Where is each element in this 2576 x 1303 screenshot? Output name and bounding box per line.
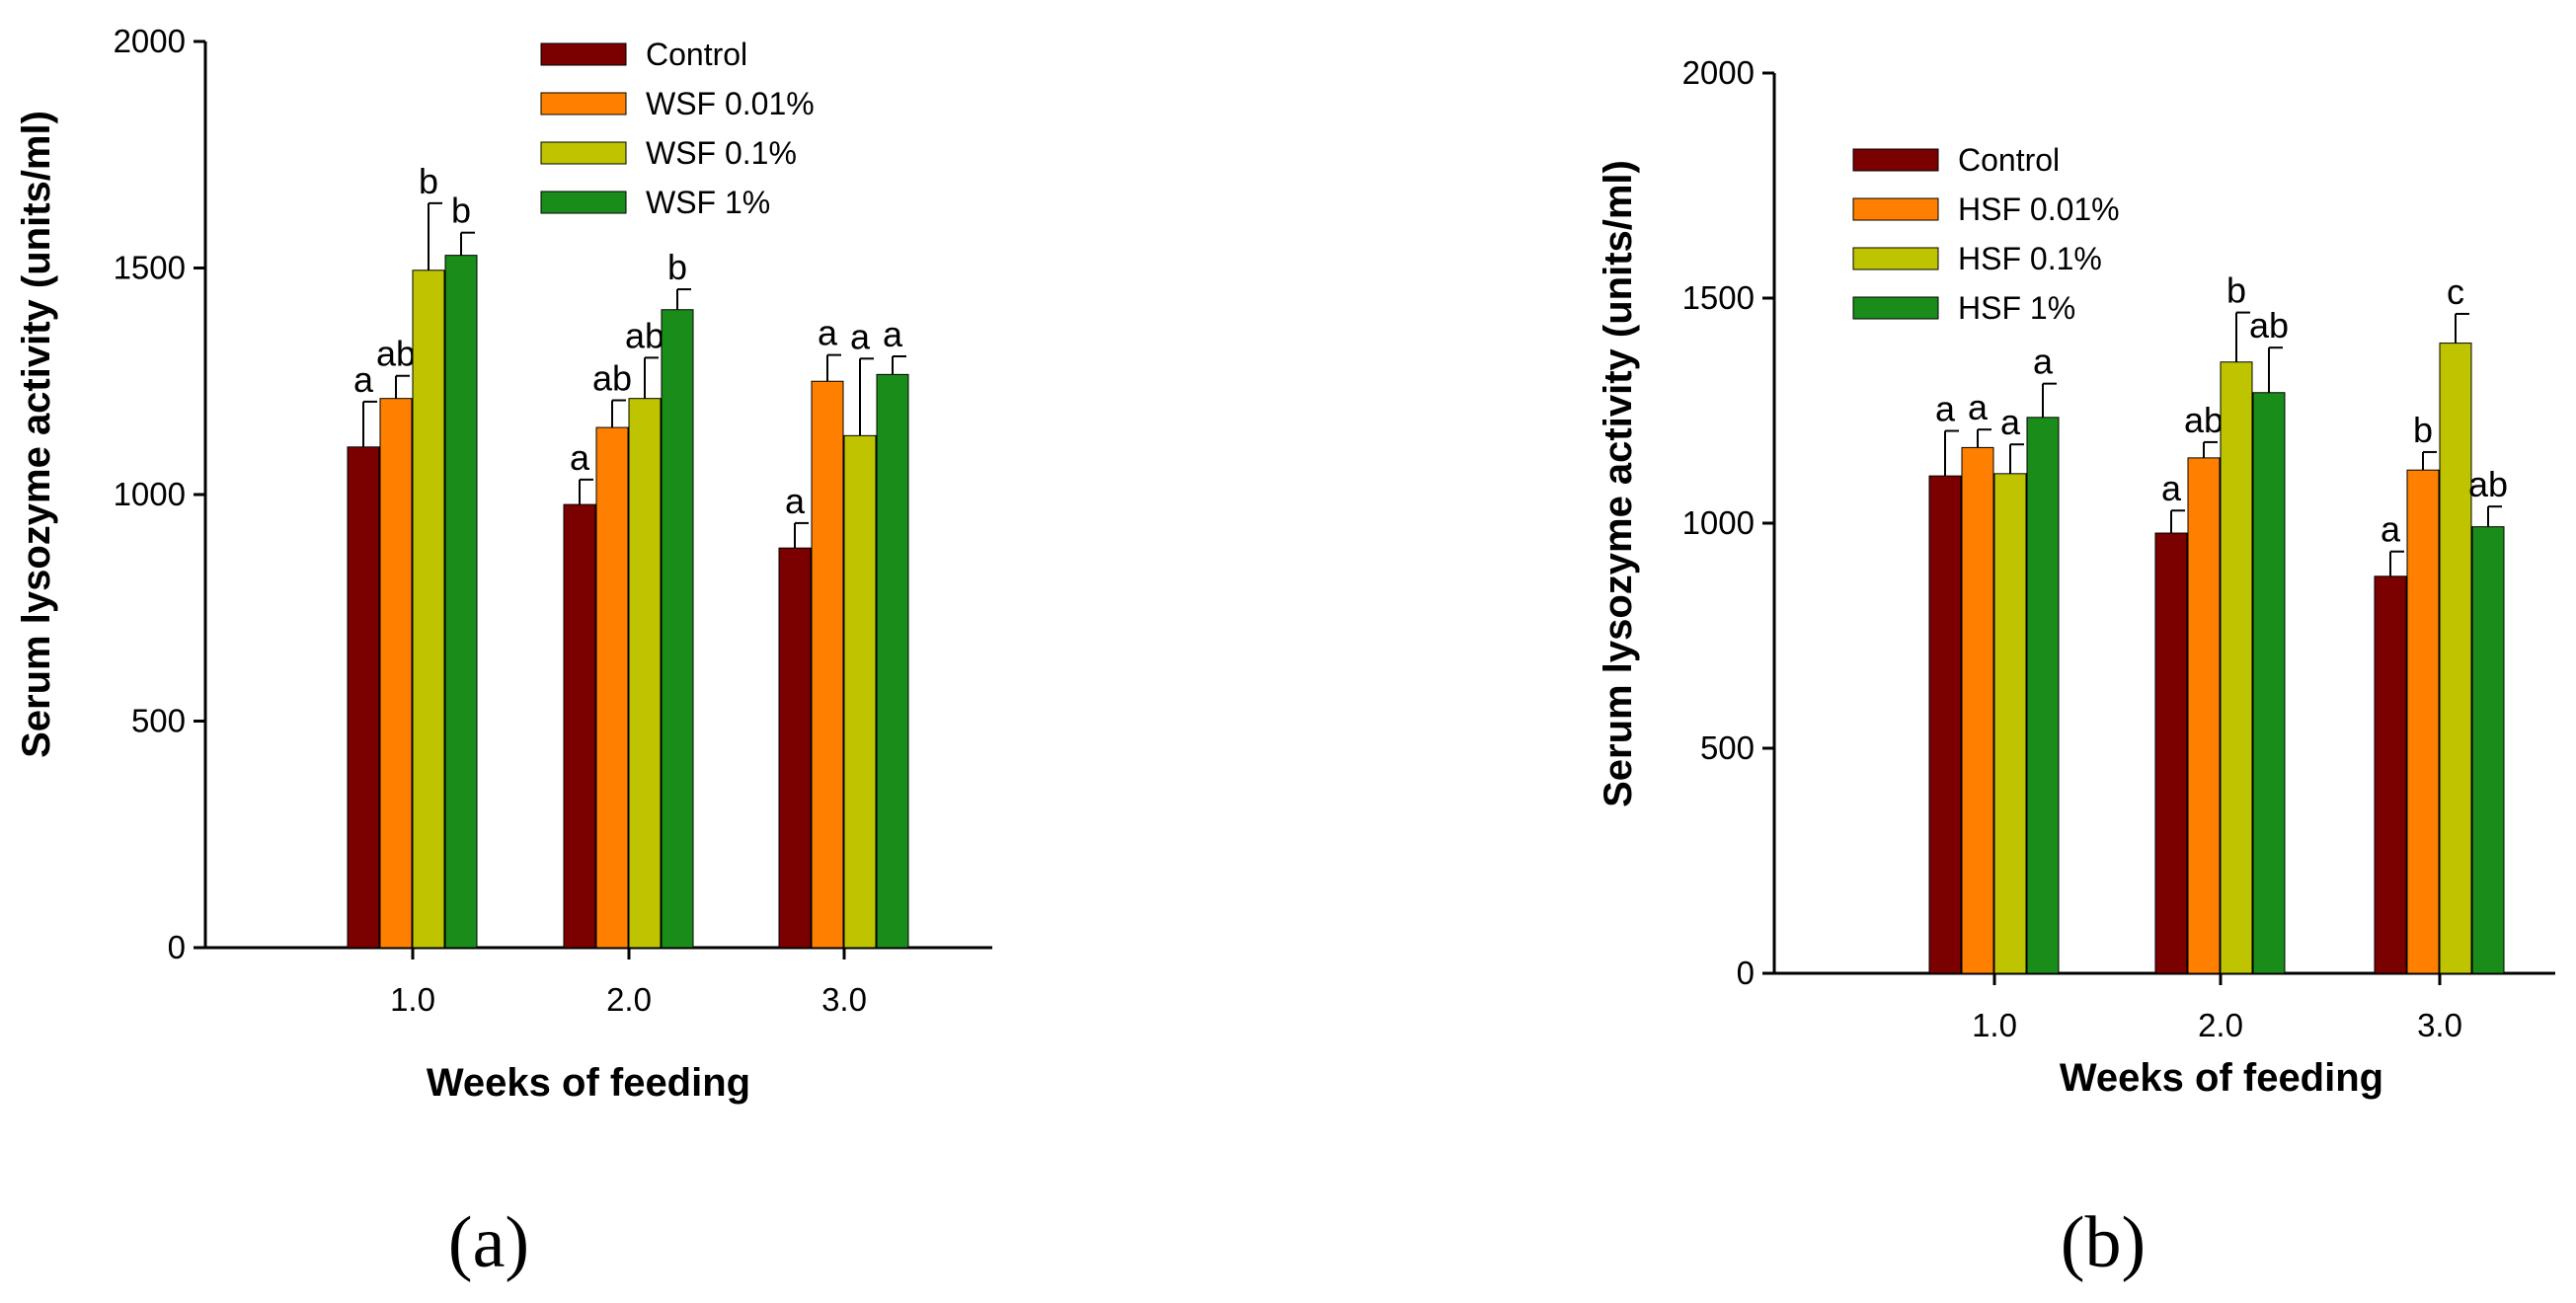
bar bbox=[2220, 361, 2253, 974]
y-tick-label: 1500 bbox=[114, 250, 186, 286]
x-axis-label: Weeks of feeding bbox=[2060, 1056, 2383, 1100]
significance-letter: c bbox=[2447, 271, 2464, 312]
legend-label: WSF 0.01% bbox=[646, 86, 815, 121]
significance-letter: ab bbox=[376, 334, 416, 374]
bar bbox=[2439, 343, 2472, 974]
y-tick-label: 500 bbox=[131, 703, 186, 739]
significance-letter: a bbox=[818, 313, 838, 353]
significance-letter: b bbox=[2413, 410, 2433, 450]
significance-letter: b bbox=[419, 161, 438, 201]
legend-label: HSF 0.1% bbox=[1958, 241, 2102, 276]
legend-label: Control bbox=[1958, 142, 2060, 178]
y-tick-label: 2000 bbox=[1682, 54, 1755, 91]
significance-letter: a bbox=[2033, 342, 2054, 382]
significance-letter: a bbox=[883, 314, 903, 354]
bar bbox=[2374, 575, 2407, 974]
legend-label: HSF 1% bbox=[1958, 290, 2075, 326]
significance-letter: a bbox=[2381, 509, 2401, 550]
y-tick-label: 500 bbox=[1700, 729, 1755, 766]
bar bbox=[778, 547, 812, 949]
significance-letter: b bbox=[667, 247, 687, 287]
legend-label: Control bbox=[646, 37, 747, 72]
legend-swatch bbox=[540, 141, 627, 165]
x-tick-label: 2.0 bbox=[606, 981, 652, 1018]
legend-swatch bbox=[1852, 247, 1939, 270]
legend-swatch bbox=[1852, 296, 1939, 320]
significance-letter: b bbox=[2226, 270, 2246, 311]
significance-letter: a bbox=[2161, 468, 2182, 508]
x-tick-label: 3.0 bbox=[821, 981, 867, 1018]
legend-label: HSF 0.01% bbox=[1958, 192, 2120, 227]
legend-label: WSF 0.1% bbox=[646, 135, 797, 171]
y-axis-label: Serum lysozyme activity (units/ml) bbox=[1597, 160, 1640, 807]
bar bbox=[661, 309, 694, 949]
x-tick-label: 2.0 bbox=[2198, 1007, 2243, 1043]
bar bbox=[1993, 473, 2027, 974]
significance-letter: ab bbox=[2184, 400, 2224, 440]
significance-letter: ab bbox=[2468, 464, 2508, 504]
significance-letter: a bbox=[785, 481, 806, 521]
bar bbox=[379, 398, 413, 949]
legend-swatch bbox=[540, 191, 627, 214]
significance-letter: a bbox=[353, 359, 374, 400]
bar bbox=[843, 434, 877, 949]
bar bbox=[811, 380, 844, 949]
panel-label: (b) bbox=[2061, 1202, 2146, 1283]
y-tick-label: 1000 bbox=[1682, 504, 1755, 541]
y-axis-label: Serum lysozyme activity (units/ml) bbox=[15, 111, 58, 758]
y-tick-label: 1500 bbox=[1682, 279, 1755, 316]
bar bbox=[1961, 446, 1994, 974]
bar bbox=[628, 398, 662, 949]
significance-letter: a bbox=[570, 437, 590, 478]
significance-letter: b bbox=[451, 191, 471, 231]
legend-swatch bbox=[1852, 197, 1939, 221]
y-tick-label: 0 bbox=[168, 929, 186, 965]
bar bbox=[1928, 475, 1962, 974]
legend-swatch bbox=[1852, 148, 1939, 172]
significance-letter: a bbox=[2000, 402, 2021, 442]
bar bbox=[2406, 469, 2440, 974]
x-axis-label: Weeks of feeding bbox=[427, 1061, 750, 1105]
bar bbox=[412, 269, 445, 949]
panel-label: (a) bbox=[448, 1202, 529, 1283]
bar bbox=[2026, 417, 2060, 974]
bar bbox=[2187, 457, 2221, 974]
y-tick-label: 0 bbox=[1737, 955, 1755, 991]
significance-letter: ab bbox=[592, 358, 632, 399]
bar bbox=[563, 503, 596, 949]
x-tick-label: 3.0 bbox=[2417, 1007, 2462, 1043]
y-tick-label: 2000 bbox=[114, 23, 186, 59]
significance-letter: ab bbox=[2249, 305, 2289, 345]
significance-letter: a bbox=[1968, 387, 1989, 427]
bar bbox=[444, 255, 478, 949]
significance-letter: ab bbox=[625, 315, 664, 355]
bar bbox=[595, 426, 629, 949]
bar bbox=[2252, 392, 2286, 974]
x-tick-label: 1.0 bbox=[1972, 1007, 2017, 1043]
legend-swatch bbox=[540, 42, 627, 66]
x-tick-label: 1.0 bbox=[390, 981, 435, 1018]
bar bbox=[347, 446, 380, 949]
legend-swatch bbox=[540, 92, 627, 115]
y-tick-label: 1000 bbox=[114, 476, 186, 512]
bar bbox=[2154, 532, 2188, 974]
bar bbox=[876, 373, 909, 949]
legend-label: WSF 1% bbox=[646, 185, 770, 220]
bar bbox=[2471, 526, 2505, 974]
significance-letter: a bbox=[1935, 389, 1956, 429]
significance-letter: a bbox=[850, 316, 871, 356]
